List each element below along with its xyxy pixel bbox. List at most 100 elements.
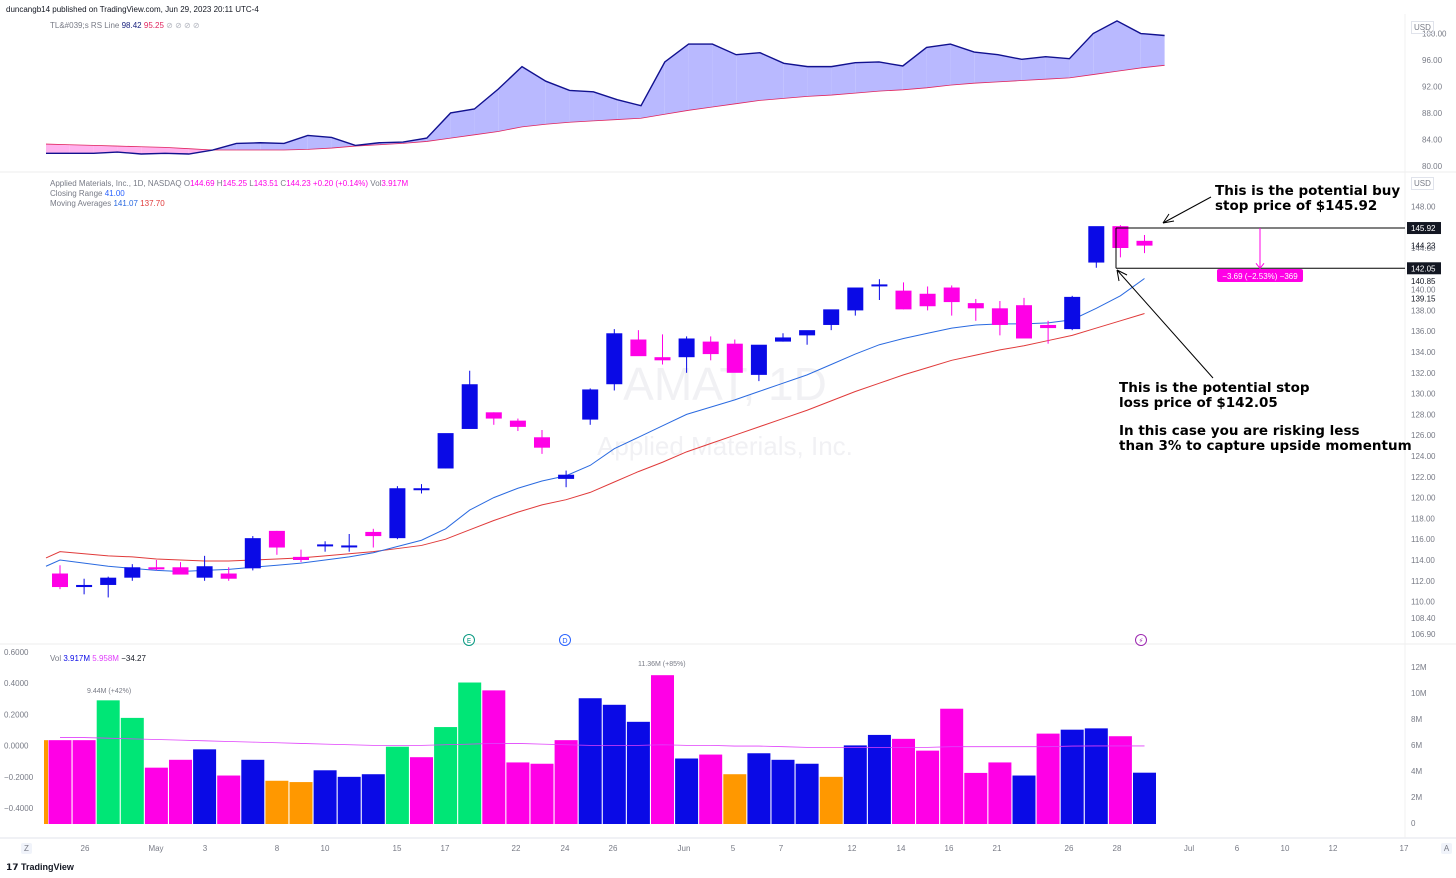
time-axis-label: 7: [779, 844, 784, 853]
vol-value: 3.917M: [381, 179, 409, 188]
candle-body: [847, 287, 864, 311]
time-axis-label: 6: [1235, 844, 1240, 853]
stop-arrowhead: [1116, 269, 1128, 282]
symbol-info: Applied Materials, Inc., 1D, NASDAQ: [50, 179, 182, 188]
volume-bar: [699, 754, 723, 824]
price-axis-tick: 148.00: [1411, 202, 1436, 211]
volume-bar: [867, 734, 891, 824]
volume-third-value: −34.27: [121, 654, 146, 663]
candle-body: [823, 309, 840, 325]
volume-axis-tick: 6M: [1411, 741, 1422, 750]
candle-body: [220, 573, 237, 579]
volume-axis-tick: 4M: [1411, 767, 1422, 776]
time-axis-label: 10: [1281, 844, 1290, 853]
volume-bar: [265, 780, 289, 824]
rs-fill-segment: [69, 144, 94, 154]
closing-range-label: Closing Range: [50, 189, 103, 198]
candle-body: [1064, 296, 1081, 330]
ma-fast-line: [45, 278, 1145, 572]
rs-fill-segment: [879, 61, 903, 92]
candle-body: [606, 333, 623, 385]
rs-fill-segment: [1117, 20, 1141, 72]
rs-legend-hidden-icons[interactable]: ⊘ ⊘ ⊘ ⊘: [166, 21, 200, 30]
candle-body: [943, 287, 960, 303]
volume-bar: [144, 767, 168, 824]
time-axis-label: 26: [81, 844, 90, 853]
candle-body: [1040, 324, 1057, 329]
rs-price-axis: 100.00 96.00 92.00 88.00 84.00 80.00: [1422, 30, 1447, 171]
candle-body: [654, 357, 671, 361]
candle-body: [991, 308, 1008, 325]
volume-bar: [289, 782, 313, 824]
volume-axis-tick: 10M: [1411, 689, 1427, 698]
candle-body: [100, 577, 117, 585]
volume-bar: [434, 727, 458, 824]
volume-bar: [530, 763, 554, 824]
time-axis-label: 21: [993, 844, 1002, 853]
candle-body: [1112, 226, 1129, 248]
rs-fill-segment: [926, 44, 951, 88]
volume-bar: [964, 772, 988, 824]
volume-bar: [385, 746, 409, 824]
price-axis-tick: 128.00: [1411, 410, 1436, 419]
closing-range-value: 41.00: [104, 189, 125, 198]
price-axis-tick: 140.00: [1411, 286, 1436, 295]
tradingview-logo: 𝟭𝟳 TradingView: [6, 862, 74, 873]
price-label-box: [1407, 262, 1441, 275]
candle-body: [582, 389, 599, 420]
volume-axis-tick: 0: [1411, 819, 1416, 828]
volume-bar: [48, 740, 72, 824]
event-marker-circle: [559, 634, 571, 646]
volume-pane: [44, 675, 1156, 824]
rs-fill-segment: [855, 61, 879, 94]
oscillator-axis-tick: −0.4000: [4, 804, 34, 813]
rs-fill-segment: [141, 146, 165, 155]
rs-legend-value-2: 95.25: [143, 21, 164, 30]
rs-fill-segment: [545, 81, 570, 125]
volume-bar: [795, 763, 819, 824]
volume-legend: Vol 3.917M 5.958M −34.27: [50, 654, 146, 663]
buy-stop-annotation: This is the potential buy stop price of …: [1215, 183, 1401, 214]
time-axis-label: 17: [441, 844, 450, 853]
volume-bar: [44, 740, 48, 824]
event-marker: D: [562, 637, 567, 645]
ma-slow-value: 137.70: [140, 199, 165, 208]
rs-fill-segment: [236, 142, 261, 151]
measure-arrowhead: [1255, 262, 1265, 270]
rs-legend-name: TL&#039;s RS Line: [50, 21, 120, 30]
volume-bar: [602, 704, 626, 824]
candle-body: [124, 567, 141, 578]
volume-bar: [892, 738, 915, 824]
risk-annotation: In this case you are risking less than 3…: [1119, 423, 1412, 454]
volume-bar: [916, 750, 940, 824]
low-label: L: [249, 179, 254, 188]
zoom-button-box: [21, 843, 32, 854]
time-axis-label: 10: [321, 844, 330, 853]
volume-label-1: 9.44M (+42%): [87, 688, 132, 695]
volume-bar: [313, 770, 337, 824]
watermark-name: Applied Materials, Inc.: [597, 431, 853, 461]
vol-label: Vol: [370, 179, 382, 188]
rs-fill-segment: [165, 147, 189, 155]
candle-body: [895, 290, 912, 310]
price-currency-badge[interactable]: USD: [1411, 177, 1434, 190]
rs-axis-tick: 84.00: [1422, 135, 1443, 144]
rs-fill-segment: [1069, 33, 1094, 78]
price-axis-tick: 114.00: [1411, 556, 1435, 565]
closing-range-legend: Closing Range 41.00: [50, 189, 125, 198]
candle-body: [293, 556, 309, 560]
time-axis-label: 28: [1113, 844, 1122, 853]
open-value: 144.69: [190, 179, 215, 188]
price-axis-tick: 124.00: [1411, 452, 1436, 461]
price-axis-tick: 126.00: [1411, 431, 1436, 440]
auto-scale-button: A: [1444, 844, 1450, 853]
candle-body: [799, 330, 816, 336]
zoom-button: Z: [24, 844, 29, 853]
rs-fill-segment: [569, 90, 594, 123]
rs-currency-badge[interactable]: USD: [1411, 21, 1434, 34]
candle-body: [413, 488, 430, 491]
price-axis-tick: 132.00: [1411, 369, 1436, 378]
measure-label: −3.69 (−2.53%) −369: [1222, 272, 1298, 281]
price-axis-tick: 122.00: [1411, 473, 1436, 482]
candle-body: [630, 339, 647, 357]
